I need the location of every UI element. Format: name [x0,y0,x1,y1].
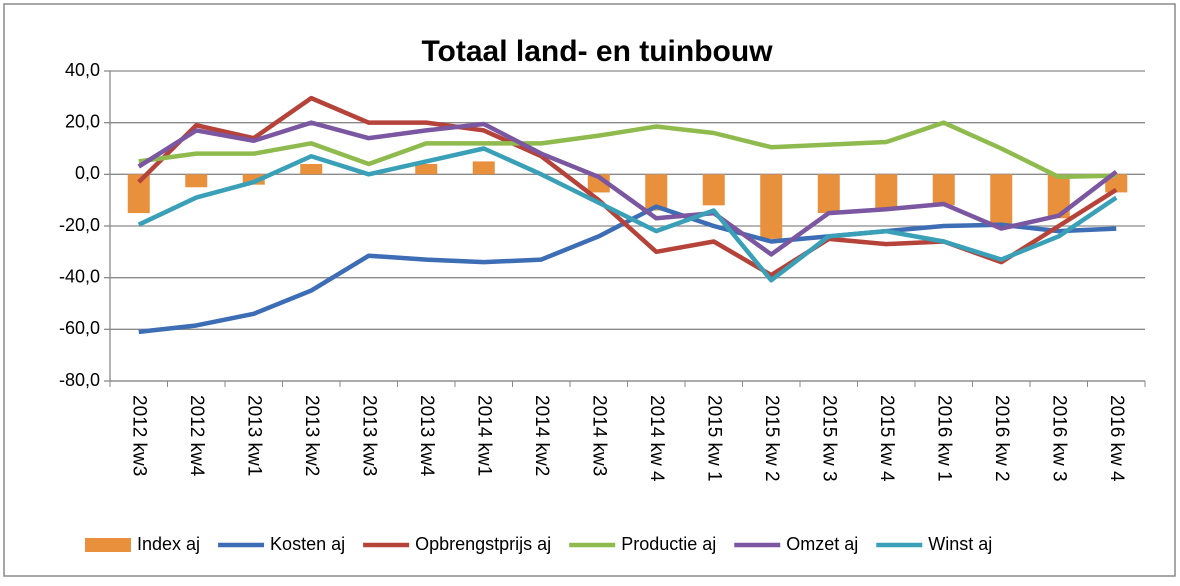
x-tick-label: 2013 kw3 [359,395,380,476]
line [138,204,1117,335]
y-tick-label: 0,0 [75,163,100,183]
bar [760,174,783,239]
x-tick-label: 2015 kw 3 [819,395,840,482]
legend-label: Productie aj [621,534,716,554]
x-tick-label: 2016 kw 4 [1106,395,1127,482]
x-tick-label: 2014 kw2 [531,395,552,476]
x-tick-label: 2013 kw4 [416,395,437,477]
line [138,120,1117,180]
x-tick-label: 2012 kw4 [186,395,207,477]
y-tick-label: -40,0 [59,266,100,286]
legend: Index aj Kosten aj Opbrengstprijs aj Produc… [85,534,992,554]
bar [242,174,265,185]
line [137,146,1118,283]
legend-label: Opbrengstprijs aj [415,534,551,554]
bar [990,174,1013,226]
bar [932,174,955,206]
legend-label: Omzet aj [786,534,858,554]
legend-label: Kosten aj [270,534,345,554]
y-tick-label: -20,0 [59,215,100,235]
y-tick-label: -60,0 [59,318,100,338]
x-tick-label: 2015 kw 2 [761,395,782,482]
x-tick-label: 2016 kw 1 [934,395,955,482]
bar [1105,174,1128,193]
x-tick-label: 2013 kw2 [301,395,322,476]
legend-label: Index aj [137,534,200,554]
bar [817,174,840,214]
x-tick-label: 2015 kw 1 [704,395,725,482]
chart-title: Totaal land- en tuinbouw [421,35,773,68]
bar [1047,174,1070,219]
y-tick-label: -80,0 [59,370,100,390]
bar [185,174,208,188]
bar [472,161,495,175]
x-tick-label: 2016 kw 2 [991,395,1012,482]
bar [300,164,323,175]
line [137,120,1118,257]
legend-label: Winst aj [928,534,992,554]
bar [645,174,668,211]
y-tick-label: 40,0 [65,60,100,80]
legend-swatch [85,538,131,552]
x-tick-label: 2015 kw 4 [876,395,897,482]
x-tick-label: 2016 kw 3 [1049,395,1070,482]
bar [702,174,725,206]
bar [415,164,438,175]
x-tick-label: 2012 kw3 [129,395,150,476]
chart-frame [3,3,1176,577]
x-tick-label: 2014 kw3 [589,395,610,476]
y-tick-label: 20,0 [65,111,100,131]
x-tick-label: 2013 kw1 [244,395,265,476]
x-tick-label: 2014 kw 4 [646,395,667,482]
x-tick-label: 2014 kw1 [474,395,495,476]
bar [127,174,150,214]
bar [875,174,898,208]
